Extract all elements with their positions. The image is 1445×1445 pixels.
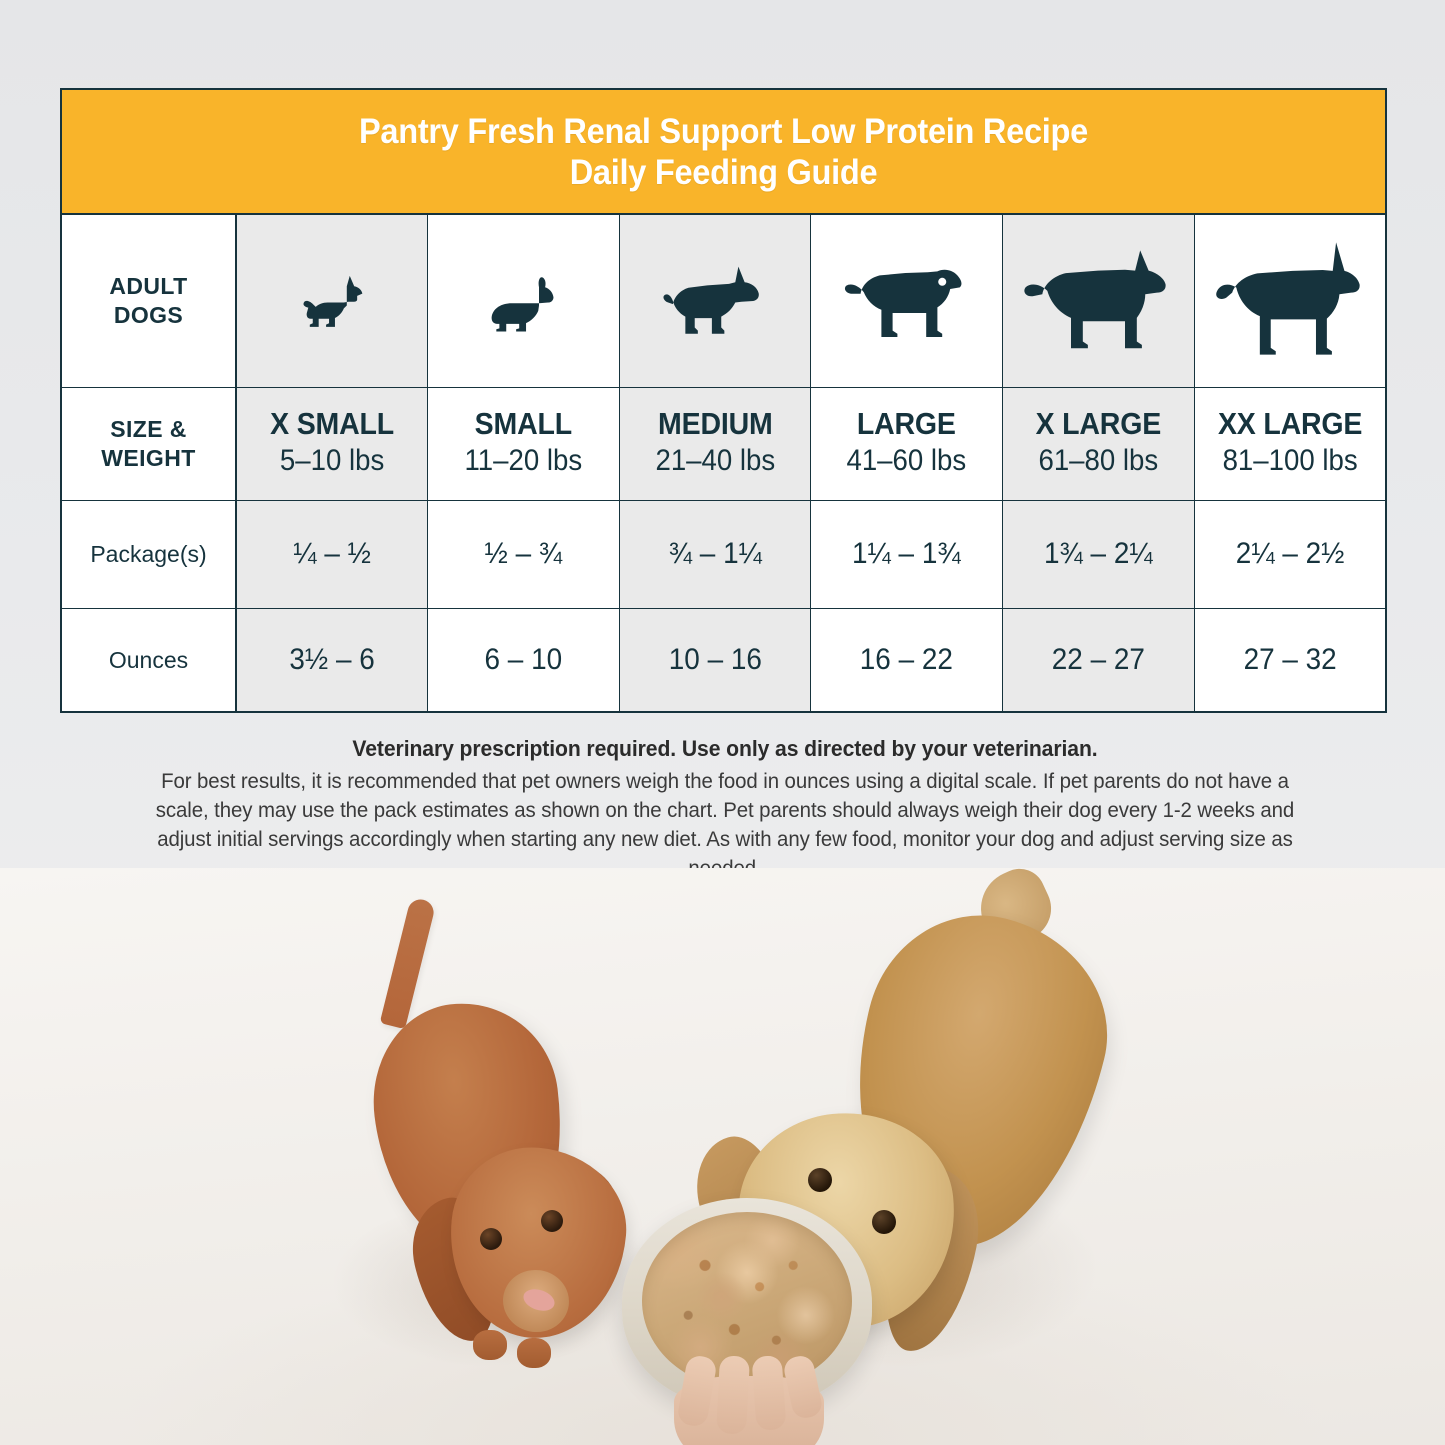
size-weight-x-large: 61–80 lbs bbox=[1038, 444, 1159, 478]
hand-finger-3 bbox=[751, 1355, 787, 1431]
dog-gold-eye-left bbox=[808, 1168, 832, 1192]
dachshund-golden bbox=[683, 868, 1132, 1388]
chart-title-line-1: Pantry Fresh Renal Support Low Protein R… bbox=[358, 112, 1089, 151]
row-label-size-weight: SIZE & WEIGHT bbox=[60, 386, 237, 501]
size-name-medium: MEDIUM bbox=[657, 406, 773, 442]
cell-icon-large bbox=[810, 214, 1004, 388]
cell-icon-x-large bbox=[1002, 214, 1195, 388]
cell-ounces-xx-large: 27 – 32 bbox=[1193, 607, 1387, 713]
size-name-large: LARGE bbox=[857, 406, 957, 442]
cell-icon-xx-large bbox=[1193, 214, 1387, 388]
dog-red-paw-right bbox=[517, 1338, 551, 1368]
cell-packages-small: ½ – ¾ bbox=[427, 499, 620, 609]
cell-packages-x-large: 1¾ – 2¼ bbox=[1002, 499, 1195, 609]
packages-value-medium: ¾ – 1¼ bbox=[668, 537, 762, 571]
size-weight-medium: 21–40 lbs bbox=[655, 444, 775, 478]
product-photo bbox=[0, 868, 1445, 1445]
human-hand bbox=[630, 1346, 870, 1445]
table-row-size-weight: SIZE & WEIGHT X SMALL 5–10 lbs SMALL 11–… bbox=[60, 386, 1387, 501]
packages-value-xx-large: 2¼ – 2½ bbox=[1235, 537, 1345, 571]
dog-large-icon bbox=[811, 257, 1002, 345]
cell-ounces-medium: 10 – 16 bbox=[618, 607, 812, 713]
chart-title-line-2: Daily Feeding Guide bbox=[569, 152, 878, 192]
cell-ounces-x-small: 3½ – 6 bbox=[235, 607, 429, 713]
cell-size-small: SMALL 11–20 lbs bbox=[427, 386, 620, 501]
cell-size-medium: MEDIUM 21–40 lbs bbox=[618, 386, 812, 501]
size-name-x-small: X SMALL bbox=[270, 406, 395, 442]
size-name-xx-large: XX LARGE bbox=[1217, 406, 1363, 442]
footnotes: Veterinary prescription required. Use on… bbox=[120, 736, 1330, 883]
table-row-packages: Package(s) ¼ – ½ ½ – ¾ ¾ – 1¼ 1¼ – 1¾ 1¾… bbox=[60, 499, 1387, 609]
cell-packages-medium: ¾ – 1¼ bbox=[618, 499, 812, 609]
dog-red-paw-left bbox=[473, 1330, 507, 1360]
ounces-value-x-small: 3½ – 6 bbox=[289, 642, 375, 676]
cell-size-xx-large: XX LARGE 81–100 lbs bbox=[1193, 386, 1387, 501]
dog-red-eye-left bbox=[480, 1228, 502, 1250]
ounces-value-x-large: 22 – 27 bbox=[1051, 642, 1145, 676]
adult-dogs-label-line2: DOGS bbox=[113, 301, 184, 328]
cell-size-x-small: X SMALL 5–10 lbs bbox=[235, 386, 429, 501]
ounces-value-large: 16 – 22 bbox=[860, 642, 954, 676]
size-weight-small: 11–20 lbs bbox=[464, 444, 583, 478]
chart-header-banner: Pantry Fresh Renal Support Low Protein R… bbox=[60, 88, 1387, 214]
table-row-adult-dogs: ADULT DOGS bbox=[60, 214, 1387, 388]
size-weight-xx-large: 81–100 lbs bbox=[1222, 444, 1358, 478]
row-label-packages: Package(s) bbox=[60, 499, 237, 609]
cell-ounces-x-large: 22 – 27 bbox=[1002, 607, 1195, 713]
size-weight-label-line2: WEIGHT bbox=[101, 444, 196, 471]
feeding-instructions: For best results, it is recommended that… bbox=[155, 769, 1295, 880]
dog-small-icon bbox=[428, 269, 619, 333]
size-weight-x-small: 5–10 lbs bbox=[279, 444, 385, 478]
size-weight-label-line1: SIZE & bbox=[110, 415, 187, 442]
dog-xsmall-icon bbox=[237, 271, 427, 331]
packages-value-x-small: ¼ – ½ bbox=[293, 537, 371, 571]
ounces-value-medium: 10 – 16 bbox=[668, 642, 762, 676]
packages-value-x-large: 1¾ – 2¼ bbox=[1044, 537, 1153, 571]
packages-value-large: 1¼ – 1¾ bbox=[852, 537, 962, 571]
dog-medium-icon bbox=[620, 262, 811, 340]
cell-packages-xx-large: 2¼ – 2½ bbox=[1193, 499, 1387, 609]
adult-dogs-label-line1: ADULT bbox=[109, 273, 188, 300]
dog-xxlarge-icon bbox=[1195, 239, 1385, 363]
table-row-ounces: Ounces 3½ – 6 6 – 10 10 – 16 16 – 22 22 … bbox=[60, 607, 1387, 713]
feeding-guide-chart: Pantry Fresh Renal Support Low Protein R… bbox=[60, 88, 1387, 714]
dog-xlarge-icon bbox=[1003, 247, 1194, 355]
row-label-ounces: Ounces bbox=[60, 607, 237, 713]
cell-size-large: LARGE 41–60 lbs bbox=[810, 386, 1004, 501]
prescription-notice: Veterinary prescription required. Use on… bbox=[352, 736, 1098, 761]
feeding-table: ADULT DOGS bbox=[60, 213, 1387, 714]
cell-size-x-large: X LARGE 61–80 lbs bbox=[1002, 386, 1195, 501]
cell-packages-x-small: ¼ – ½ bbox=[235, 499, 429, 609]
size-name-x-large: X LARGE bbox=[1035, 406, 1162, 442]
ounces-value-xx-large: 27 – 32 bbox=[1243, 642, 1337, 676]
cell-ounces-small: 6 – 10 bbox=[427, 607, 620, 713]
hand-finger-2 bbox=[715, 1355, 751, 1435]
cell-icon-medium bbox=[618, 214, 812, 388]
cell-packages-large: 1¼ – 1¾ bbox=[810, 499, 1004, 609]
packages-value-small: ½ – ¾ bbox=[484, 537, 563, 571]
size-name-small: SMALL bbox=[474, 406, 573, 442]
size-weight-large: 41–60 lbs bbox=[846, 444, 967, 478]
cell-icon-x-small bbox=[235, 214, 429, 388]
row-label-adult-dogs: ADULT DOGS bbox=[60, 214, 237, 388]
dog-red-eye-right bbox=[541, 1210, 563, 1232]
cell-icon-small bbox=[427, 214, 620, 388]
ounces-value-small: 6 – 10 bbox=[484, 642, 563, 676]
cell-ounces-large: 16 – 22 bbox=[810, 607, 1004, 713]
dachshund-red bbox=[355, 896, 685, 1368]
bowl-food bbox=[642, 1212, 852, 1390]
dog-gold-eye-right bbox=[872, 1210, 896, 1234]
